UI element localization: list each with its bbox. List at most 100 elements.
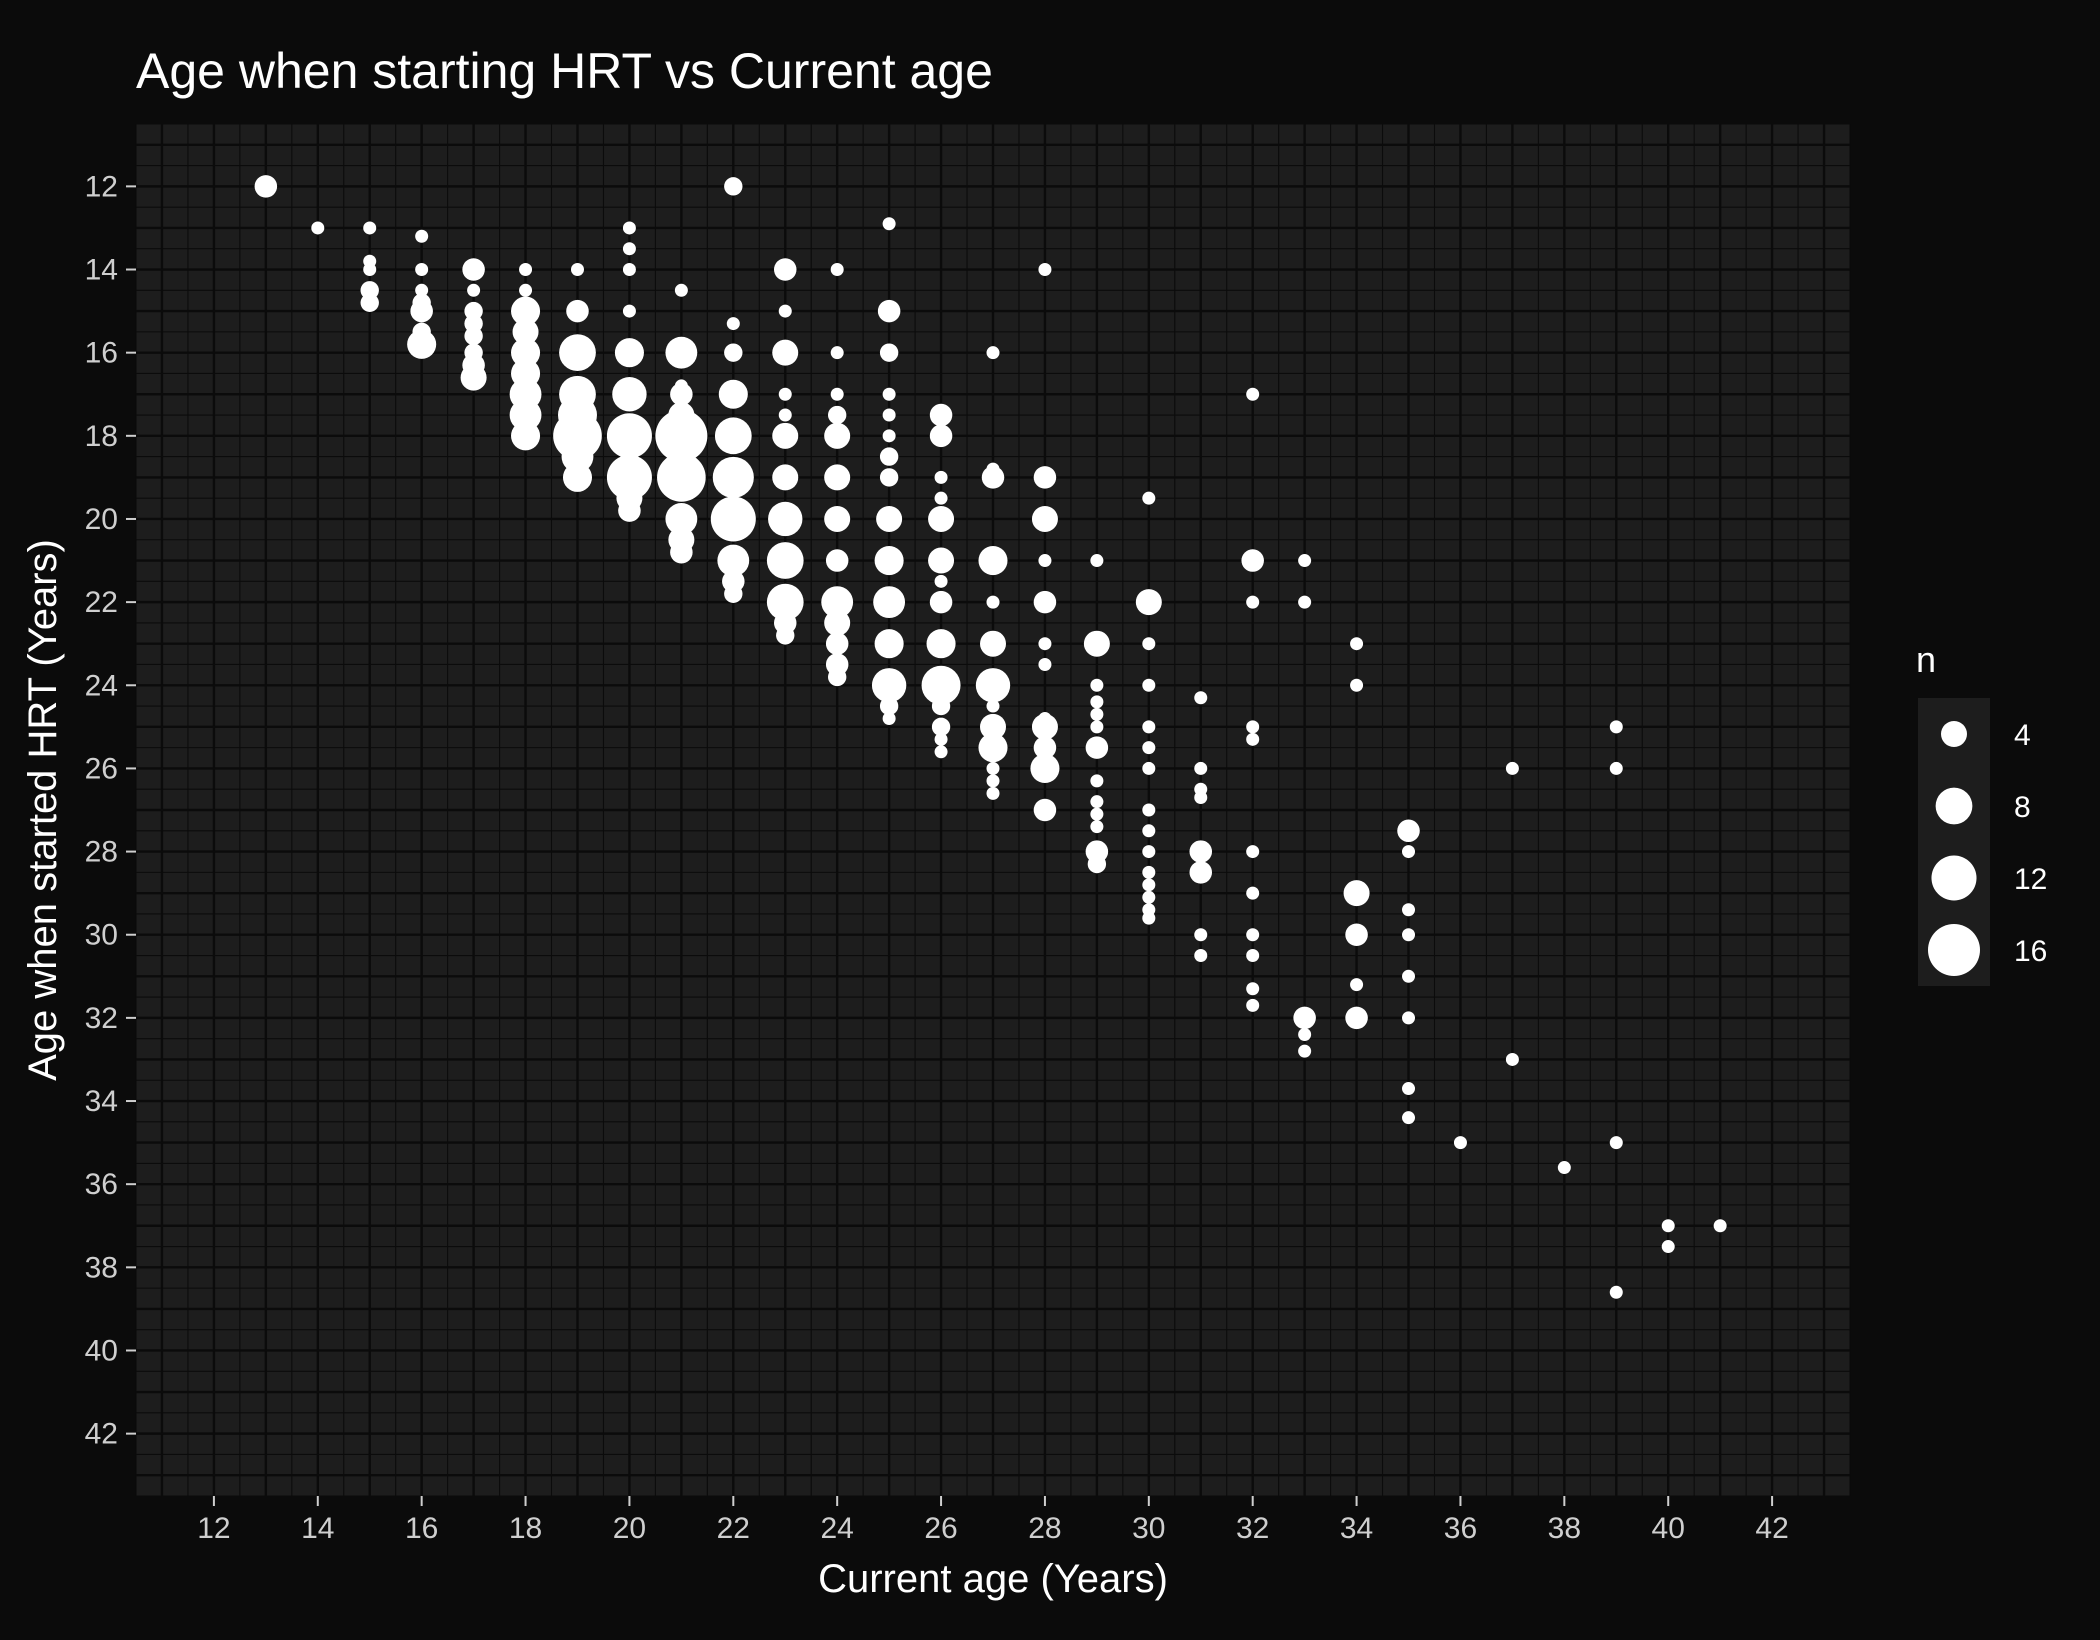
data-point — [975, 668, 1011, 703]
x-tick-label: 20 — [613, 1512, 646, 1545]
data-point — [415, 229, 429, 243]
data-point — [1194, 791, 1208, 805]
data-point — [1350, 637, 1364, 651]
data-point — [931, 717, 951, 737]
data-point — [1142, 491, 1156, 505]
data-point — [1246, 949, 1260, 963]
legend-label: 4 — [2014, 719, 2031, 752]
data-point — [768, 501, 803, 537]
y-axis-title: Age when started HRT (Years) — [21, 539, 65, 1081]
chart-title: Age when starting HRT vs Current age — [136, 43, 993, 99]
y-tick-label: 36 — [85, 1168, 118, 1201]
data-point — [665, 336, 698, 369]
data-point — [1246, 928, 1260, 942]
legend-label: 8 — [2014, 791, 2031, 824]
y-axis: 12 14 16 18 20 22 24 26 28 30 32 34 36 38 40 42 — [85, 170, 136, 1451]
data-point — [1609, 1285, 1623, 1299]
data-point — [1142, 890, 1156, 904]
data-point — [1038, 554, 1052, 568]
data-point — [511, 296, 541, 326]
y-tick-label: 22 — [85, 586, 118, 619]
data-point — [670, 540, 693, 564]
data-point — [934, 574, 948, 588]
data-point — [978, 546, 1008, 576]
data-point — [1713, 1219, 1727, 1233]
data-point — [1609, 761, 1623, 775]
data-point — [561, 440, 594, 473]
y-tick-label: 40 — [85, 1334, 118, 1367]
data-point — [606, 413, 652, 459]
data-point — [570, 263, 584, 277]
legend-label: 16 — [2014, 935, 2047, 968]
data-point — [407, 329, 437, 359]
data-point — [1090, 678, 1104, 692]
data-point — [824, 505, 851, 532]
data-point — [1038, 263, 1052, 277]
data-point — [467, 283, 481, 297]
data-point — [254, 175, 278, 198]
y-tick-label: 20 — [85, 503, 118, 536]
data-point — [778, 304, 792, 318]
data-point — [980, 713, 1006, 740]
data-point — [1142, 803, 1156, 817]
data-point — [876, 505, 903, 532]
data-point — [928, 505, 955, 532]
legend-key — [1931, 855, 1977, 901]
data-point — [772, 464, 799, 491]
data-point — [1090, 707, 1104, 721]
data-point — [1453, 1136, 1467, 1150]
data-points — [254, 175, 1727, 1299]
data-point — [511, 421, 541, 451]
data-point — [1189, 861, 1213, 884]
data-point — [1505, 1052, 1519, 1066]
data-point — [710, 496, 756, 542]
data-point — [773, 258, 797, 281]
data-point — [931, 696, 951, 716]
size-legend: n 4 8 12 16 — [1916, 639, 2047, 986]
data-point — [879, 468, 899, 487]
data-point — [827, 405, 847, 425]
data-point — [1142, 720, 1156, 734]
data-point — [1246, 732, 1260, 746]
data-point — [462, 258, 485, 281]
y-tick-label: 32 — [85, 1002, 118, 1035]
data-point — [978, 733, 1008, 763]
x-tick-label: 14 — [301, 1512, 334, 1545]
data-point — [1090, 807, 1104, 821]
data-point — [1142, 637, 1156, 651]
data-point — [1293, 1006, 1316, 1030]
x-tick-label: 12 — [197, 1512, 230, 1545]
data-point — [1031, 713, 1058, 740]
data-point — [464, 326, 483, 346]
data-point — [986, 786, 1000, 800]
data-point — [824, 609, 851, 636]
data-point — [562, 462, 593, 492]
data-point — [1142, 911, 1156, 925]
legend-label: 12 — [2014, 863, 2047, 896]
x-tick-label: 26 — [924, 1512, 957, 1545]
data-point — [1038, 657, 1052, 671]
data-point — [986, 699, 1000, 713]
data-point — [1661, 1240, 1675, 1254]
data-point — [877, 299, 901, 323]
data-point — [882, 387, 896, 401]
data-point — [772, 339, 799, 366]
data-point — [1402, 845, 1416, 859]
data-point — [776, 626, 795, 645]
data-point — [519, 283, 533, 297]
data-point — [1031, 505, 1058, 532]
data-point — [879, 696, 899, 716]
data-point — [674, 283, 688, 297]
data-point — [986, 774, 1000, 788]
data-point — [934, 470, 948, 484]
data-point — [1090, 820, 1104, 834]
x-tick-label: 38 — [1548, 1512, 1581, 1545]
data-point — [622, 221, 636, 235]
data-point — [1345, 923, 1368, 946]
data-point — [921, 665, 961, 705]
data-point — [622, 263, 636, 277]
data-point — [622, 304, 636, 318]
x-tick-label: 22 — [717, 1512, 750, 1545]
data-point — [882, 217, 896, 231]
